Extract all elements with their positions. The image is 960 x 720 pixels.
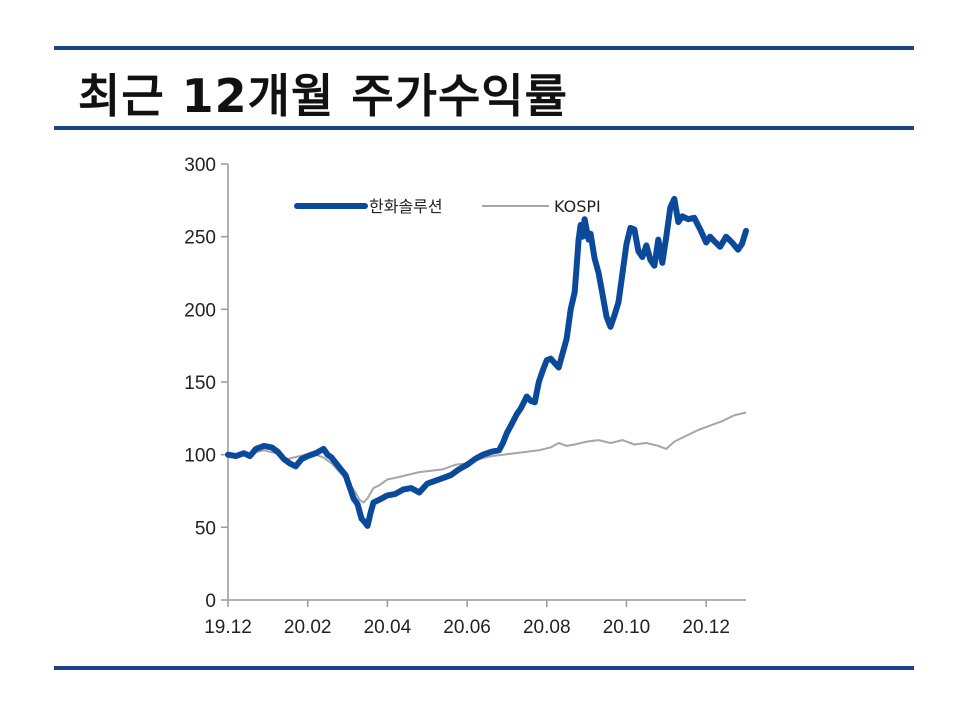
series-line-hanwha <box>225 195 749 529</box>
x-tick-label: 20.12 <box>682 617 730 638</box>
y-tick-label: 150 <box>184 373 216 394</box>
top-rule <box>54 46 914 50</box>
chart-axes: 0 50 100 150 200 250 300 19.12 20.02 20.04 20.06 20… <box>184 155 746 638</box>
y-tick-label: 250 <box>184 228 216 249</box>
x-tick-label: 20.04 <box>364 617 412 638</box>
x-tick-label: 20.06 <box>443 617 491 638</box>
x-tick-label: 20.08 <box>523 617 571 638</box>
legend-label-kospi: KOSPI <box>554 197 601 216</box>
y-tick-label: 0 <box>205 591 216 612</box>
y-tick-label: 100 <box>184 446 216 467</box>
x-tick-label: 20.02 <box>284 617 332 638</box>
y-tick-label: 200 <box>184 300 216 321</box>
legend-label-hanwha: 한화솔루션 <box>369 197 443 216</box>
chart-series <box>225 195 749 529</box>
chart-legend: 한화솔루션 KOSPI <box>294 197 601 216</box>
bottom-rule <box>54 666 914 670</box>
page-title: 최근 12개월 주가수익률 <box>78 69 568 123</box>
x-tick-label: 19.12 <box>204 617 252 638</box>
y-tick-label: 300 <box>184 155 216 176</box>
title-underline-rule <box>54 126 914 130</box>
x-tick-label: 20.10 <box>603 617 651 638</box>
y-tick-label: 50 <box>195 518 216 539</box>
